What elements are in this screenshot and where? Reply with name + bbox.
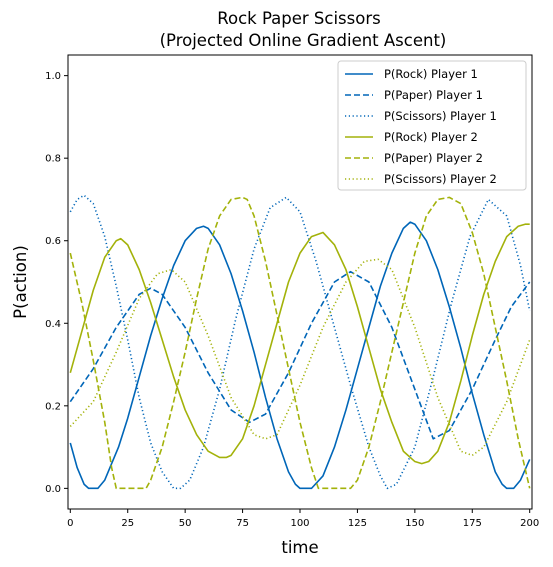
legend-label: P(Paper) Player 2 — [384, 151, 483, 165]
legend-label: P(Paper) Player 1 — [384, 88, 483, 102]
x-tick-label: 0 — [67, 518, 73, 529]
legend-label: P(Scissors) Player 2 — [384, 172, 497, 186]
y-tick-label: 0.6 — [45, 236, 61, 247]
y-axis-label: P(action) — [11, 245, 30, 319]
chart-title-line1: Rock Paper Scissors — [217, 9, 380, 28]
y-tick-label: 0.8 — [45, 154, 61, 165]
legend-label: P(Rock) Player 1 — [384, 67, 478, 81]
x-tick-label: 50 — [179, 518, 192, 529]
y-tick-label: 0.4 — [45, 319, 61, 330]
series-line-1 — [69, 221, 531, 490]
y-axis: 0.0 0.2 0.4 0.6 0.8 1.0 — [45, 71, 68, 495]
x-tick-label: 175 — [463, 518, 482, 529]
series-line-4 — [69, 223, 530, 465]
x-tick-label: 75 — [236, 518, 249, 529]
legend: P(Rock) Player 1 P(Paper) Player 1 P(Sciss… — [337, 60, 527, 191]
x-tick-label: 100 — [290, 518, 309, 529]
x-tick-label: 25 — [121, 518, 134, 529]
x-tick-label: 125 — [348, 518, 367, 529]
series-layer — [69, 194, 531, 490]
y-tick-label: 1.0 — [45, 71, 61, 82]
series-line-5 — [69, 196, 531, 490]
x-axis: 0 25 50 75 100 125 150 175 200 — [67, 509, 539, 529]
x-tick-label: 200 — [520, 518, 539, 529]
y-tick-label: 0.0 — [45, 484, 61, 495]
x-tick-label: 150 — [405, 518, 424, 529]
series-line-2 — [69, 270, 531, 440]
series-line-3 — [69, 194, 531, 490]
chart-title-line2: (Projected Online Gradient Ascent) — [160, 31, 447, 50]
y-tick-label: 0.2 — [45, 401, 61, 412]
legend-label: P(Scissors) Player 1 — [384, 109, 497, 123]
legend-label: P(Rock) Player 2 — [384, 130, 478, 144]
legend-box — [337, 60, 527, 191]
x-axis-label: time — [281, 538, 318, 557]
